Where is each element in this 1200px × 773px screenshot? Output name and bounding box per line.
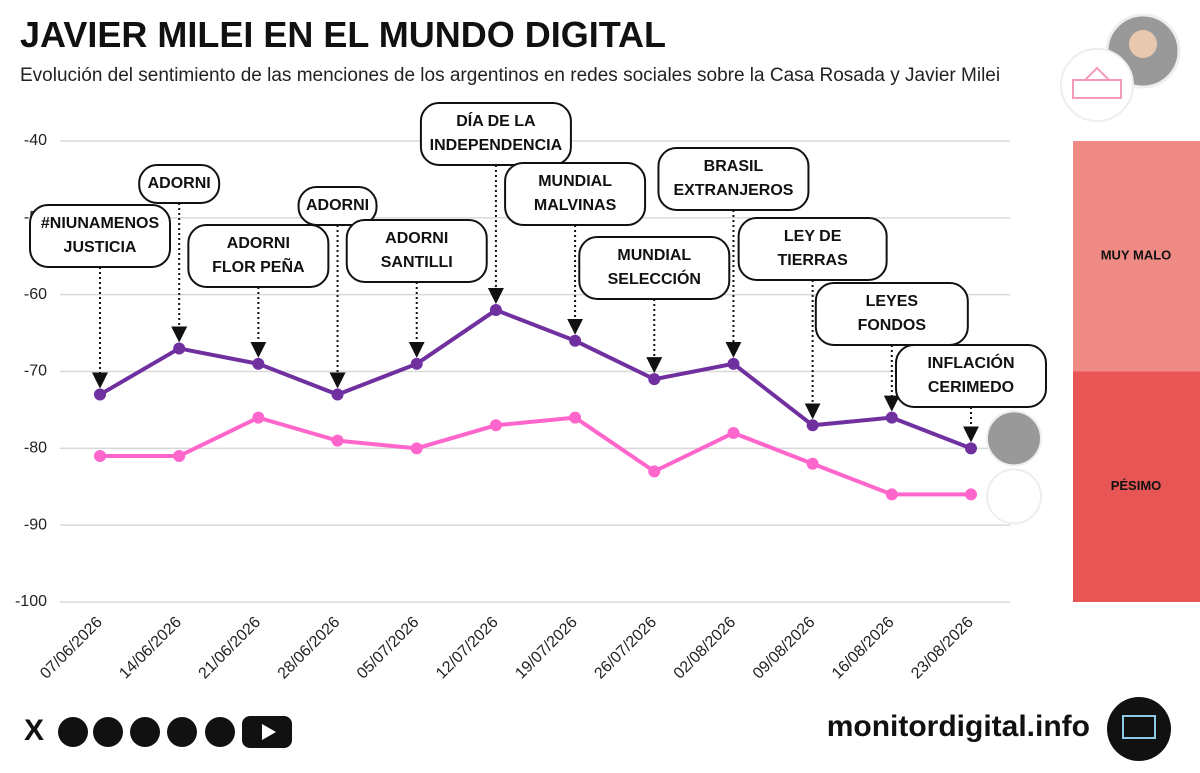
annotation-text: INDEPENDENCIA — [430, 137, 563, 154]
data-point — [410, 442, 423, 455]
annotation-text: SELECCIÓN — [608, 269, 701, 288]
band-label: PÉSIMO — [1111, 478, 1162, 493]
annotation-text: MUNDIAL — [538, 173, 612, 190]
data-point — [569, 334, 582, 347]
x-tick-label: 14/06/2026 — [116, 614, 185, 683]
data-point — [727, 357, 740, 370]
x-tick-label: 16/08/2026 — [829, 614, 898, 683]
annotation-box — [138, 164, 221, 204]
annotation-text: TIERRAS — [778, 252, 849, 269]
header-icons — [1060, 13, 1181, 122]
series-icon — [986, 410, 1042, 467]
data-point — [331, 434, 344, 447]
x-tick-label: 05/07/2026 — [354, 614, 423, 683]
annotation-text: ADORNI — [306, 197, 369, 214]
data-point — [569, 411, 582, 424]
annotation-box — [578, 236, 731, 300]
x-tick-label: 23/08/2026 — [908, 614, 977, 683]
data-point — [173, 450, 186, 463]
series-line — [100, 415, 971, 497]
y-tick-label: -70 — [24, 363, 47, 380]
annotation-text: DÍA DE LA — [456, 111, 536, 130]
annotation-box — [895, 344, 1047, 408]
annotation-text: MUNDIAL — [617, 247, 691, 264]
annotation-box — [737, 217, 888, 281]
social-icons: X — [24, 697, 1171, 761]
data-point — [173, 342, 186, 355]
data-point — [94, 450, 106, 463]
x-tick-label: 26/07/2026 — [591, 614, 660, 683]
annotation-text: BRASIL — [704, 158, 764, 175]
annotation-text: FONDOS — [858, 317, 927, 334]
data-point — [252, 357, 265, 370]
annotation-box — [345, 219, 488, 283]
annotation-text: LEY DE — [784, 228, 842, 245]
chart-subtitle: Evolución del sentimiento de las mencion… — [20, 65, 1001, 86]
data-point — [489, 304, 502, 317]
data-point — [965, 488, 977, 501]
series-line — [98, 307, 972, 451]
sentiment-band — [1073, 371, 1200, 602]
annotation-text: #NIUNAMENOS — [41, 215, 160, 232]
data-point — [727, 426, 740, 439]
data-point — [489, 419, 502, 432]
y-tick-label: -60 — [24, 286, 47, 303]
annotation-text: SANTILLI — [381, 254, 453, 271]
data-point — [806, 419, 819, 432]
annotation-box — [297, 186, 378, 226]
y-tick-label: -100 — [15, 593, 47, 610]
annotation-text: JUSTICIA — [64, 239, 137, 256]
svg-text:X: X — [24, 714, 44, 747]
annotation-text: INFLACIÓN — [927, 353, 1014, 372]
annotation-box — [504, 162, 647, 226]
x-tick-label: 21/06/2026 — [196, 614, 265, 683]
data-point — [885, 411, 898, 424]
band-label: MUY MALO — [1101, 248, 1172, 263]
y-tick-label: -90 — [24, 516, 47, 533]
data-point — [965, 442, 977, 455]
data-point — [885, 488, 898, 501]
annotation-box — [814, 282, 969, 346]
annotation-text: MALVINAS — [534, 197, 617, 214]
x-tick-label: 28/06/2026 — [275, 614, 344, 683]
annotation-text: ADORNI — [227, 235, 290, 252]
annotation-text: ADORNI — [385, 230, 448, 247]
data-point — [331, 388, 344, 401]
annotation-text: LEYES — [866, 293, 919, 310]
data-point — [806, 457, 819, 470]
annotation-text: CERIMEDO — [928, 379, 1014, 396]
annotation-text: FLOR PEÑA — [212, 256, 305, 276]
data-point — [410, 357, 423, 370]
data-point — [252, 411, 265, 424]
series-icon — [986, 468, 1042, 525]
footer-site: monitordigital.info — [826, 710, 1090, 743]
data-point — [94, 388, 106, 401]
chart-title: JAVIER MILEI EN EL MUNDO DIGITAL — [20, 14, 667, 55]
x-tick-label: 09/08/2026 — [750, 614, 819, 683]
data-point — [648, 465, 661, 478]
annotation-box — [419, 102, 572, 166]
annotation-box — [29, 204, 171, 268]
annotation-text: ADORNI — [148, 175, 211, 192]
annotation-text: EXTRANJEROS — [673, 182, 793, 199]
x-tick-label: 07/06/2026 — [37, 614, 106, 683]
data-point — [648, 373, 661, 386]
y-tick-label: -40 — [24, 132, 47, 149]
sentiment-band — [1073, 141, 1200, 372]
x-tick-label: 12/07/2026 — [433, 614, 502, 683]
y-tick-label: -80 — [24, 440, 47, 457]
annotation-box — [187, 224, 330, 288]
annotation-box — [657, 147, 810, 211]
x-tick-label: 19/07/2026 — [512, 614, 581, 683]
x-tick-label: 02/08/2026 — [671, 614, 740, 683]
